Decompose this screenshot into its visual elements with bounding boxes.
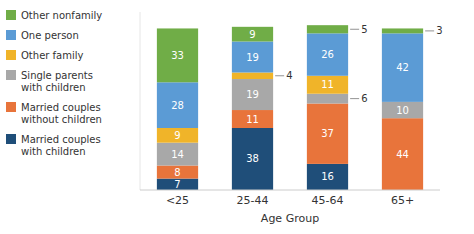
- data-label: 14: [171, 149, 184, 160]
- label-leader: [275, 75, 284, 76]
- label-leader: [425, 30, 434, 31]
- bar-segment: [232, 128, 273, 190]
- data-label: 11: [321, 79, 334, 90]
- bar-segment: [232, 42, 273, 73]
- y-axis-line: [140, 12, 141, 190]
- bar-segment: [307, 94, 348, 104]
- bar-segment: [232, 73, 273, 80]
- bar-segment: [307, 164, 348, 190]
- data-label: 10: [396, 105, 409, 116]
- data-label: 6: [361, 93, 367, 104]
- data-label: 11: [246, 114, 259, 125]
- x-tick-label: 45-64: [312, 194, 344, 207]
- bar-segment: [382, 28, 423, 33]
- data-label: 19: [246, 52, 259, 63]
- data-label: 44: [396, 149, 409, 160]
- data-label: 28: [171, 100, 184, 111]
- bar-segment: [382, 118, 423, 190]
- bar-segment: [157, 128, 198, 143]
- data-label: 26: [321, 49, 334, 60]
- data-label: 8: [174, 167, 180, 178]
- bars: [157, 25, 423, 190]
- legend-swatch: [6, 50, 16, 60]
- bar-segment: [307, 33, 348, 75]
- bar-segment: [382, 33, 423, 102]
- legend-swatch: [6, 30, 16, 40]
- x-axis-line: [140, 190, 440, 191]
- data-label: 16: [321, 171, 334, 182]
- chart: 7 38 16 8 11 37 44 14 19 6 10 9 4 11 28 19 26 42 33 9 5 3 <25 2…: [0, 0, 474, 234]
- legend-label: Married coupleswith children: [21, 134, 101, 157]
- bar-segment: [157, 166, 198, 179]
- bar-segment: [157, 143, 198, 166]
- x-tick-label: <25: [166, 194, 189, 207]
- label-leader: [350, 29, 359, 30]
- data-label: 4: [286, 70, 292, 81]
- legend-label: Other family: [21, 50, 84, 61]
- bar-segment: [157, 28, 198, 82]
- bar-segment: [307, 104, 348, 164]
- legend-label: One person: [21, 30, 79, 41]
- data-label: 5: [361, 24, 367, 35]
- data-labels: 7 38 16 8 11 37 44 14 19 6 10 9 4 11 28 19 26 42 33 9 5 3: [171, 24, 442, 190]
- bar-segment: [232, 27, 273, 42]
- legend-label: Other nonfamily: [21, 10, 102, 21]
- bar-segment: [307, 25, 348, 33]
- legend: Other nonfamily One person Other family Sin…: [6, 10, 102, 157]
- data-label: 37: [321, 128, 334, 139]
- data-label: 3: [436, 25, 442, 36]
- legend-swatch: [6, 102, 16, 112]
- bar-segment: [232, 110, 273, 128]
- data-label: 19: [246, 89, 259, 100]
- bar-segment: [232, 79, 273, 110]
- x-tick-label: 25-44: [237, 194, 269, 207]
- bar-segment: [382, 102, 423, 118]
- data-label: 42: [396, 62, 409, 73]
- legend-label: Married coupleswithout children: [21, 102, 102, 125]
- data-label: 7: [174, 179, 180, 190]
- x-axis-label: Age Group: [261, 212, 319, 225]
- label-leader: [350, 98, 359, 99]
- bar-segment: [157, 82, 198, 128]
- data-label: 38: [246, 153, 259, 164]
- x-tick-label: 65+: [391, 194, 414, 207]
- data-label: 33: [171, 50, 184, 61]
- legend-swatch: [6, 70, 16, 80]
- legend-label: Single parentswith children: [21, 70, 93, 93]
- data-label: 9: [174, 130, 180, 141]
- legend-swatch: [6, 134, 16, 144]
- data-label: 9: [249, 29, 255, 40]
- bar-segment: [157, 179, 198, 190]
- bar-segment: [307, 76, 348, 94]
- legend-swatch: [6, 10, 16, 20]
